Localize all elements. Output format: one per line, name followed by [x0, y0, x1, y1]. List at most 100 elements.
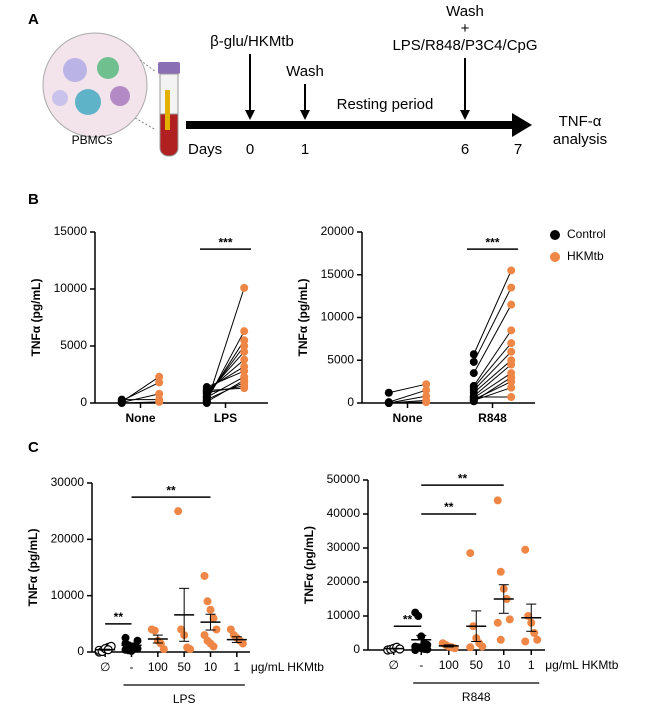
dot [493, 618, 502, 627]
dot [240, 355, 249, 364]
pair-line [121, 382, 160, 402]
dot [202, 386, 211, 395]
dot [155, 397, 164, 406]
dot [240, 336, 249, 345]
treatment: β-glu/HKMtb [210, 33, 294, 50]
dot [238, 639, 247, 648]
x-tick-label: ∅ [389, 658, 399, 672]
pair-line [473, 330, 512, 387]
timeline-head [512, 113, 532, 137]
cell [52, 90, 68, 106]
zoom-line [139, 59, 157, 73]
group-label: R848 [462, 690, 491, 704]
x-tick-label: 1 [233, 660, 240, 674]
significance-label: ** [114, 610, 124, 624]
y-tick-label: 20000 [327, 574, 361, 588]
day: 1 [301, 141, 309, 158]
dot [240, 376, 249, 385]
x-tick-label: None [126, 411, 156, 425]
dot [496, 635, 505, 644]
dot [521, 545, 530, 554]
legend-label: Control [567, 227, 606, 241]
pair-line [121, 401, 160, 404]
panel-label: B [28, 191, 39, 208]
y-axis-label: TNFα (pg/mL) [302, 526, 316, 604]
pair-line [388, 389, 427, 403]
x-tick-label: 1 [528, 658, 535, 672]
dot [150, 626, 159, 635]
dot [505, 615, 514, 624]
pair-line [473, 372, 512, 399]
dot [155, 389, 164, 398]
dot [200, 571, 209, 580]
dot [209, 642, 218, 651]
stimuli: LPS/R848/P3C4/CpG [392, 37, 537, 54]
arrow-head [460, 110, 470, 120]
x-tick-label: - [130, 660, 134, 674]
wash: Wash [446, 3, 484, 20]
panel-label: C [28, 439, 39, 456]
pair-line [206, 359, 245, 392]
dot [384, 398, 393, 407]
dot [493, 496, 502, 505]
dot [240, 367, 249, 376]
y-tick-label: 50000 [327, 472, 361, 486]
dot [469, 393, 478, 402]
pair-line [473, 342, 512, 388]
significance-label: ** [166, 483, 176, 497]
dot [121, 633, 130, 642]
dot [507, 283, 516, 292]
dot [202, 397, 211, 406]
dot [496, 567, 505, 576]
dot [422, 380, 431, 389]
unit-label: μg/mL HKMtb [545, 658, 618, 672]
dot [384, 388, 393, 397]
dot [507, 326, 516, 335]
y-tick-label: 40000 [327, 506, 361, 520]
dot [240, 347, 249, 356]
x-tick-label: 50 [470, 658, 484, 672]
significance-label: ** [403, 612, 413, 626]
dot [423, 645, 432, 654]
pair-line [473, 287, 512, 363]
x-tick-label: 10 [497, 658, 511, 672]
dot [507, 383, 516, 392]
dot [507, 360, 516, 369]
dot [469, 369, 478, 378]
x-tick-label: 100 [148, 660, 168, 674]
pair-line [206, 345, 245, 397]
legend-label: HKMtb [567, 249, 604, 263]
x-tick-label: R848 [478, 411, 507, 425]
dot [240, 327, 249, 336]
arrow-head [245, 110, 255, 120]
y-tick-label: 15000 [321, 267, 355, 281]
tube-cap [158, 62, 180, 74]
significance-label: ** [444, 500, 454, 514]
pair-line [473, 351, 512, 391]
plus: + [461, 20, 470, 37]
significance-label: ** [458, 471, 468, 485]
y-tick-label: 0 [353, 642, 360, 656]
dot [209, 614, 218, 623]
dot [507, 373, 516, 382]
y-tick-label: 5000 [60, 338, 87, 352]
days-label: Days [188, 141, 222, 158]
x-tick-label: LPS [214, 411, 237, 425]
dot [203, 597, 212, 606]
dot [155, 378, 164, 387]
pair-line [473, 387, 512, 401]
pair-line [206, 387, 245, 391]
y-axis-label: TNFα (pg/mL) [26, 528, 40, 606]
y-axis-label: TNFα (pg/mL) [29, 278, 43, 356]
arrow-head [300, 110, 310, 120]
pair-line [473, 359, 512, 394]
dot [507, 347, 516, 356]
resting: Resting period [337, 96, 434, 113]
y-tick-label: 10000 [51, 588, 85, 602]
wash: Wash [286, 63, 324, 80]
significance-label: *** [218, 235, 232, 249]
pair-line [388, 383, 427, 394]
significance-label: *** [485, 235, 499, 249]
y-tick-label: 10000 [327, 608, 361, 622]
pair-line [473, 270, 512, 355]
